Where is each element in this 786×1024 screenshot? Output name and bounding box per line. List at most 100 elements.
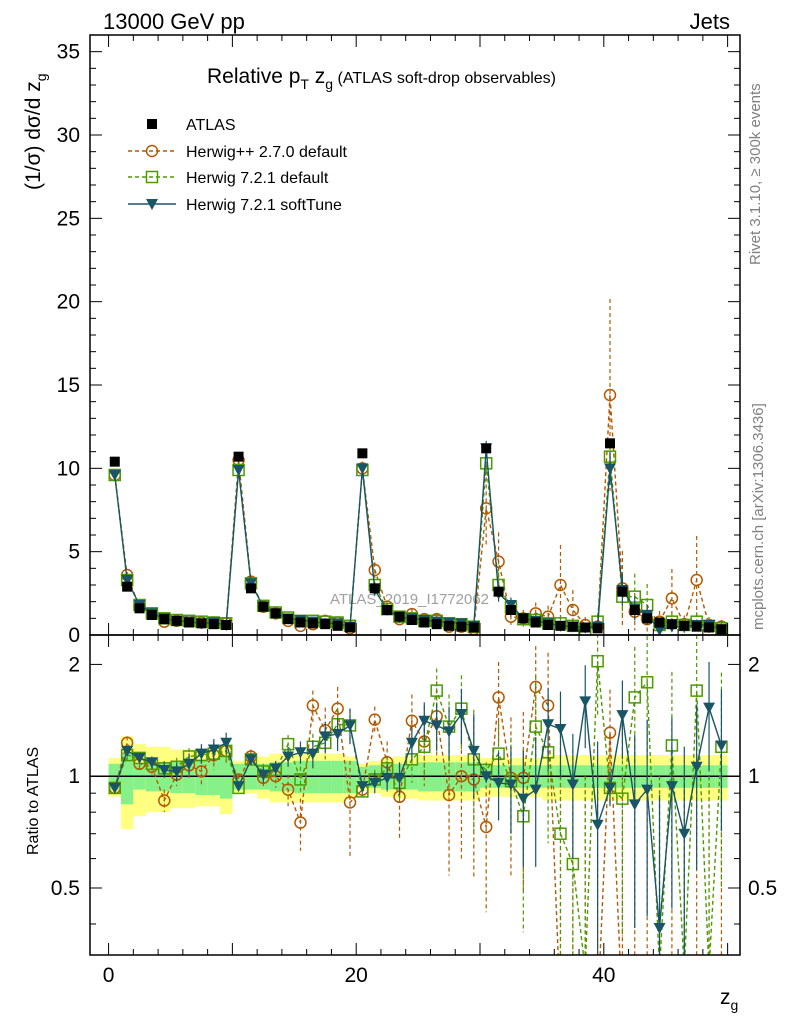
- ratio-point-herwigpp: [158, 794, 171, 807]
- ratio-point-herwig721: [591, 654, 604, 668]
- ratio-point-softtune: [628, 799, 641, 811]
- point-atlas: [543, 620, 554, 630]
- point-atlas: [184, 617, 195, 628]
- y-tick-label-bottom: 0.5: [51, 877, 80, 900]
- point-atlas: [233, 451, 244, 462]
- y-tick-label-bottom: 2: [68, 653, 80, 676]
- band-green-bin: [120, 752, 134, 805]
- point-atlas: [666, 619, 677, 630]
- band-green-bin: [306, 760, 320, 794]
- y-tick-label-top: 5: [68, 541, 80, 564]
- legend-marker-herwigpp: [145, 144, 159, 158]
- ratio-point-softtune: [517, 793, 530, 805]
- legend-marker-herwig721: [145, 170, 159, 184]
- point-herwigpp: [603, 388, 617, 402]
- ratio-point-softtune: [443, 726, 456, 738]
- point-atlas: [320, 619, 331, 630]
- point-atlas: [642, 613, 653, 624]
- legend: ATLAS Herwig++ 2.7.0 default Herwig 7.2.1 …: [128, 117, 348, 214]
- mcplots-label: mcplots.cern.ch [arXiv:1306.3436]: [750, 403, 767, 630]
- y-tick-label-top: 10: [57, 457, 80, 480]
- main-plot-series: [108, 299, 728, 635]
- point-atlas: [654, 617, 665, 628]
- ratio-point-softtune: [715, 740, 728, 752]
- y-tick-label-top: 20: [57, 291, 80, 314]
- ratio-point-softtune: [244, 754, 257, 766]
- ratio-point-herwig721: [628, 691, 642, 704]
- ratio-line-softtune: [114, 701, 723, 929]
- ratio-point-softtune: [368, 777, 381, 789]
- point-atlas: [716, 624, 727, 635]
- ratio-point-softtune: [467, 745, 480, 757]
- point-atlas: [134, 603, 145, 614]
- point-herwigpp: [492, 555, 505, 568]
- ratio-point-herwigpp: [479, 820, 493, 834]
- point-atlas: [258, 601, 269, 612]
- ratio-point-softtune: [430, 720, 443, 732]
- point-softtune: [108, 470, 121, 481]
- point-atlas: [431, 619, 442, 630]
- point-atlas: [406, 615, 417, 625]
- ratio-point-softtune: [282, 751, 295, 763]
- ratio-point-softtune: [529, 784, 542, 796]
- ratio-point-herwig721: [294, 773, 307, 786]
- point-atlas: [456, 621, 467, 632]
- y-tick-label-top: 35: [57, 41, 80, 64]
- point-atlas: [122, 581, 133, 592]
- ratio-point-herwigpp: [442, 788, 456, 802]
- y-tick-label-top: 30: [57, 124, 80, 147]
- point-atlas: [617, 586, 628, 597]
- ratio-point-herwigpp: [281, 783, 295, 796]
- header-energy: 13000 GeV pp: [103, 9, 245, 34]
- ratio-point-herwigpp: [294, 816, 307, 829]
- ratio-point-softtune: [665, 781, 678, 793]
- y-tick-label-bottom-right: 2: [748, 653, 760, 676]
- point-atlas: [530, 617, 541, 628]
- ratio-point-softtune: [108, 782, 121, 794]
- ratio-point-softtune: [195, 748, 208, 760]
- band-green-bin: [331, 760, 344, 794]
- header-process: Jets: [690, 9, 730, 34]
- ratio-point-softtune: [183, 758, 196, 770]
- ratio-point-herwigpp: [368, 713, 382, 726]
- point-atlas: [394, 611, 405, 622]
- point-herwigpp: [554, 578, 567, 592]
- ratio-point-softtune: [158, 764, 171, 776]
- ratio-point-softtune: [145, 757, 158, 769]
- ratio-point-softtune: [653, 923, 666, 935]
- point-atlas: [283, 614, 294, 625]
- ratio-point-softtune: [678, 828, 691, 840]
- ratio-point-herwigpp: [405, 714, 419, 728]
- ratio-point-softtune: [294, 747, 307, 759]
- legend-marker-atlas: [147, 119, 157, 129]
- y-tick-label-top: 15: [57, 374, 80, 397]
- point-atlas: [245, 583, 256, 594]
- legend-label-atlas: ATLAS: [186, 117, 236, 134]
- ratio-point-softtune: [591, 819, 604, 831]
- ratio-point-herwig721: [616, 792, 629, 805]
- point-atlas: [518, 613, 529, 624]
- ratio-point-softtune: [579, 696, 592, 708]
- x-axis-label: zg: [720, 986, 738, 1013]
- point-herwigpp: [690, 573, 703, 587]
- y-tick-label-bottom: 1: [68, 765, 80, 788]
- analysis-watermark: ATLAS_2019_I1772062: [330, 591, 489, 608]
- ratio-point-softtune: [121, 745, 134, 757]
- band-green-bin: [220, 756, 233, 799]
- point-atlas: [357, 448, 368, 459]
- ratio-point-herwig721: [640, 676, 654, 689]
- point-atlas: [419, 617, 430, 628]
- ratio-point-softtune: [257, 769, 270, 781]
- ratio-point-softtune: [331, 728, 344, 740]
- point-atlas: [493, 586, 504, 597]
- ratio-point-herwig721: [554, 827, 567, 840]
- ratio-point-herwigpp: [492, 691, 505, 704]
- ratio-point-softtune: [604, 782, 616, 794]
- ratio-point-softtune: [356, 781, 369, 793]
- point-atlas: [208, 619, 219, 630]
- point-softtune: [232, 465, 245, 476]
- point-atlas: [704, 622, 715, 633]
- y-axis-label-bottom: Ratio to ATLAS: [25, 747, 42, 855]
- point-atlas: [444, 620, 455, 631]
- ratio-plot-frame: [89, 634, 741, 956]
